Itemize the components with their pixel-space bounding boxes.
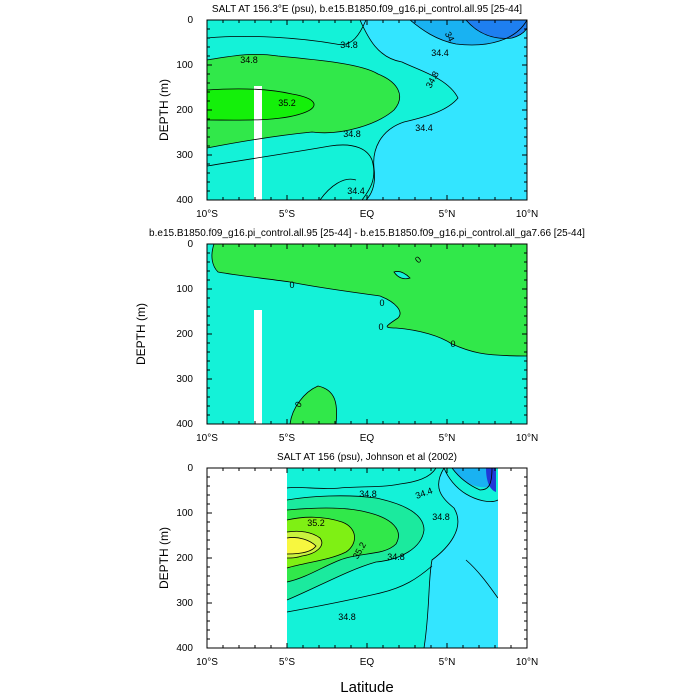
y-tick-label: 0 [187,463,193,474]
panel-1: SALT AT 156.3°E (psu), b.e15.B1850.f09_g… [157,4,538,220]
x-tick-label: 5°S [279,657,296,668]
y-tick-label: 200 [176,105,193,116]
x-tick-label: 5°S [279,209,296,220]
y-tick-label: 300 [176,374,193,385]
x-tick-label: EQ [360,209,375,220]
x-tick-label: 10°S [196,657,218,668]
y-tick-label: 100 [176,508,193,519]
panel-2-title: b.e15.B1850.f09_g16.pi_control.all.95 [2… [149,228,585,239]
y-tick-label: 300 [176,598,193,609]
contour-label: 35.2 [278,98,296,108]
contour-label: 34.8 [338,612,356,622]
panel-1-title: SALT AT 156.3°E (psu), b.e15.B1850.f09_g… [212,4,522,15]
panel-3-y-ticks: 0 100 200 300 400 [176,463,193,654]
region-negative-patch [394,271,410,279]
y-tick-label: 400 [176,643,193,654]
panel-3: SALT AT 156 (psu), Johnson et al (2002) [157,452,538,668]
panel-2: b.e15.B1850.f09_g16.pi_control.all.95 [2… [134,228,585,444]
data-gap [254,86,262,200]
contour-label: 34.8 [340,40,358,50]
panel-2-contours [211,244,527,424]
region-positive [211,244,527,356]
panel-1-contours [207,20,527,200]
contour-label: 0 [450,339,455,349]
contour-label: 34.4 [431,48,449,58]
region-positive-deep [290,386,337,424]
x-tick-label: 5°N [439,433,456,444]
region-fresh-surface [452,468,492,488]
y-tick-label: 0 [187,239,193,250]
panel-1-y-ticks: 0 100 200 300 400 [176,15,193,206]
panel-3-contours [286,468,499,648]
contour-label: 34.8 [387,552,405,562]
data-gap [254,310,262,424]
x-tick-label: 10°N [516,433,538,444]
x-tick-label: 5°N [439,209,456,220]
contour-label: 34 [443,30,457,44]
panel-2-ylabel: DEPTH (m) [134,303,148,365]
y-tick-label: 400 [176,195,193,206]
contour-label: 34.8 [240,55,258,65]
panel-3-ylabel: DEPTH (m) [157,527,171,589]
y-tick-label: 400 [176,419,193,430]
y-tick-label: 0 [187,15,193,26]
region-freshest-surface [466,20,527,39]
contour-label: 0 [379,298,384,308]
contour-label: 0 [289,280,294,290]
panel-2-fill [207,244,527,424]
contour-label: 35.2 [307,518,325,528]
y-tick-label: 200 [176,329,193,340]
y-tick-label: 300 [176,150,193,161]
contour-label: 34.4 [415,123,433,133]
panel-2-x-ticks: 10°S 5°S EQ 5°N 10°N [196,433,538,444]
y-tick-label: 100 [176,284,193,295]
x-tick-label: 10°N [516,209,538,220]
x-axis-label: Latitude [340,679,393,696]
panel-3-x-ticks: 10°S 5°S EQ 5°N 10°N [196,657,538,668]
panel-1-fill [207,20,527,200]
panel-3-title: SALT AT 156 (psu), Johnson et al (2002) [277,452,457,463]
x-tick-label: 5°S [279,433,296,444]
panel-1-ylabel: DEPTH (m) [157,79,171,141]
panel-2-contour-labels: 0 0 0 0 0 0 [289,254,455,409]
x-tick-label: EQ [360,433,375,444]
region-salinity-max [287,537,316,554]
contour-label: 0 [293,400,304,409]
contour-label: 0 [413,254,423,265]
x-tick-label: 5°N [439,657,456,668]
y-tick-label: 200 [176,553,193,564]
contour-label: 34.8 [359,489,377,499]
x-tick-label: 10°S [196,433,218,444]
panel-1-x-ticks: 10°S 5°S EQ 5°N 10°N [196,209,538,220]
contour-label: 34.8 [432,512,450,522]
contour-label: 34.4 [347,186,365,196]
y-tick-label: 100 [176,60,193,71]
x-tick-label: EQ [360,657,375,668]
tick-marks [206,19,528,649]
x-tick-label: 10°S [196,209,218,220]
panel-2-y-ticks: 0 100 200 300 400 [176,239,193,430]
x-tick-label: 10°N [516,657,538,668]
contour-label: 34.8 [343,129,361,139]
panel-3-fill [286,468,527,648]
contour-label: 0 [378,322,383,332]
